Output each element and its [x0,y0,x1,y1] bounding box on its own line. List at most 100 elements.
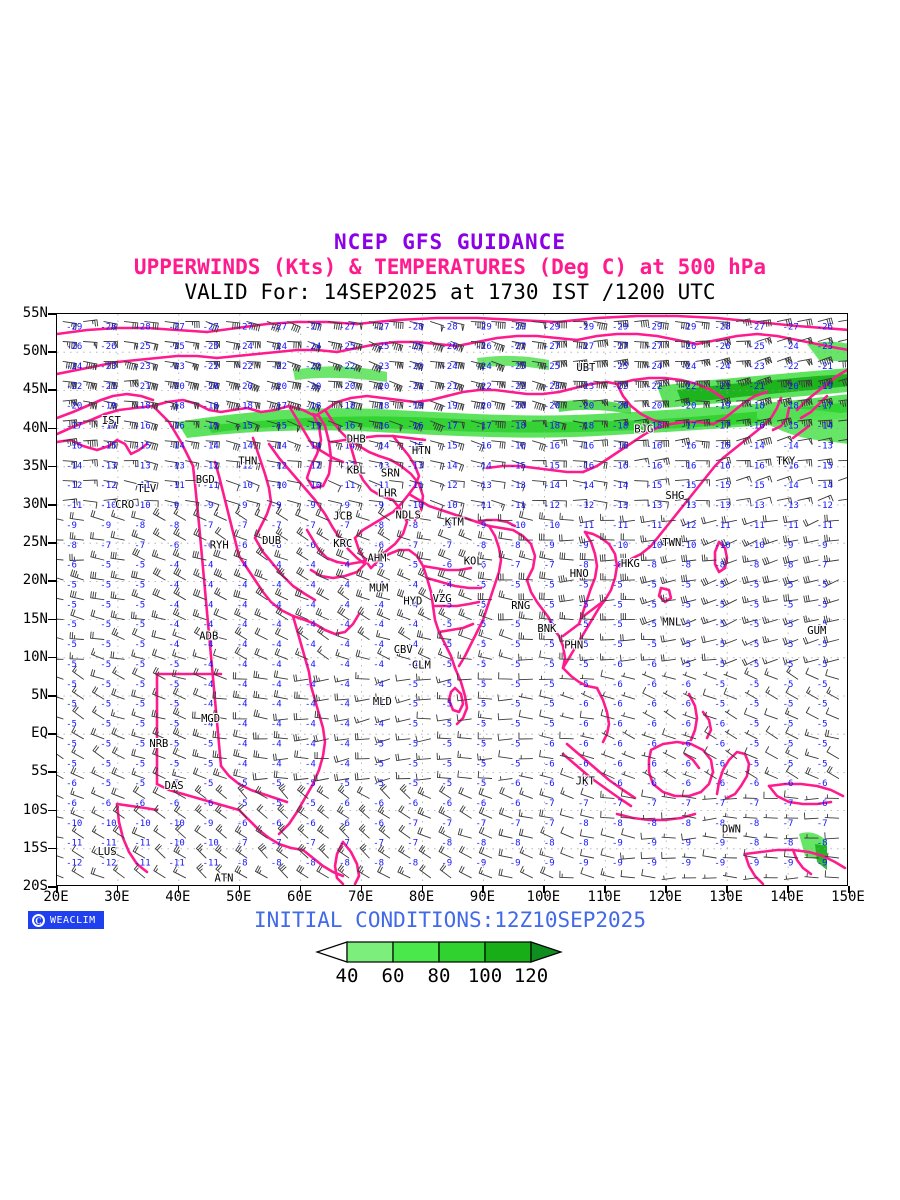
wind-barb [518,673,533,681]
wind-barb [450,321,465,331]
temperature-value: -14 [783,442,799,452]
map-plot-area[interactable]: -29 -28 -28 -27 -27 -27 -27 -27 -27 -27 -28 -28 -29-… [56,313,848,886]
temperature-value: -5 [476,660,487,670]
wind-barb [430,460,445,470]
wind-barb [450,440,465,451]
temperature-value: -5 [783,759,794,769]
temperature-value: -6 [305,541,316,551]
wind-barb [470,341,486,350]
temperature-value: -17 [100,422,116,432]
temperature-value: -16 [476,442,492,452]
wind-barb [797,398,813,407]
wind-barb [634,400,649,408]
temperature-value: -5 [783,700,794,710]
wind-barb [409,480,424,491]
wind-barb [273,670,289,680]
temperature-value: -4 [169,581,180,591]
wind-barb [552,380,567,390]
wind-barb [69,631,84,640]
temperature-value: -4 [305,620,316,630]
wind-barb [110,709,125,720]
wind-barb [593,480,608,490]
temperature-value: -26 [100,342,116,352]
wind-barb [213,549,227,561]
temperature-value: -5 [578,640,589,650]
wind-barb [511,341,526,351]
temperature-value: -8 [237,859,248,869]
temperature-value: -11 [407,481,423,491]
wind-barb [317,804,329,819]
wind-barb [497,613,513,621]
temperature-value: -5 [66,640,77,650]
wind-barb [674,380,690,388]
temperature-value: -13 [100,461,116,471]
temperature-value: -19 [407,402,423,412]
temperature-value: -6 [66,561,77,571]
wind-barb [91,845,105,859]
temperature-value: -5 [66,720,77,730]
temperature-value: -4 [271,759,282,769]
station-label-adb: ADB [199,630,218,642]
wind-barb [277,823,289,839]
temperature-value: -22 [646,382,662,392]
temperature-value: -5 [646,600,657,610]
wind-barb [418,587,431,601]
wind-barb [621,672,636,680]
wind-barb [458,548,472,561]
temperature-value: -12 [100,481,116,491]
temperature-value: -4 [271,640,282,650]
wind-barb [756,496,773,504]
wind-barb [736,436,752,446]
temperature-value: -27 [646,342,662,352]
wind-barb [744,690,758,700]
temperature-value: -13 [714,501,730,511]
temperature-value: -20 [373,382,389,392]
wind-barb [273,713,289,721]
wind-barb [334,693,350,701]
wind-barb [437,548,452,561]
wind-barb [57,658,64,660]
wind-barb [621,750,636,760]
wind-barb [416,511,431,521]
wind-barb [253,750,268,760]
wind-barb [817,419,833,428]
wind-barb [620,592,636,601]
wind-barb [374,776,391,783]
wind-barb [266,380,281,391]
temperature-value: -20 [169,382,185,392]
wind-barb [153,864,166,879]
temperature-value: -17 [680,422,696,432]
wind-barb [315,508,329,521]
temperature-value: -13 [817,442,833,452]
colorbar-tick-labels: 40 60 80 100 120 [0,965,900,989]
wind-barb [396,509,411,521]
temperature-value: -4 [305,759,316,769]
temperature-value: -11 [783,521,799,531]
temperature-value: -5 [169,700,180,710]
wind-barb [172,727,186,740]
wind-barb [83,439,98,448]
wind-barb [838,399,847,408]
temperature-value: -9 [714,859,725,869]
wind-barb [803,656,819,664]
wind-barb [172,628,186,640]
wind-barb [151,648,166,660]
wind-barb [538,675,554,681]
temperature-value: -7 [749,799,760,809]
temperature-value: -10 [680,541,696,551]
wind-barb [817,377,834,387]
temperature-value: -11 [749,521,765,531]
wind-barb [558,574,574,583]
temperature-value: -4 [271,620,282,630]
wind-barb [389,400,404,409]
temperature-value: -6 [578,720,589,730]
wind-barb [83,459,98,467]
wind-barb [409,420,424,432]
temperature-value: -5 [646,581,657,591]
wind-barb [450,499,465,510]
wind-barb [458,845,472,859]
temperature-value: -8 [783,839,794,849]
wind-barb [457,770,472,779]
temperature-value: -6 [680,680,691,690]
temperature-value: -4 [339,620,350,630]
